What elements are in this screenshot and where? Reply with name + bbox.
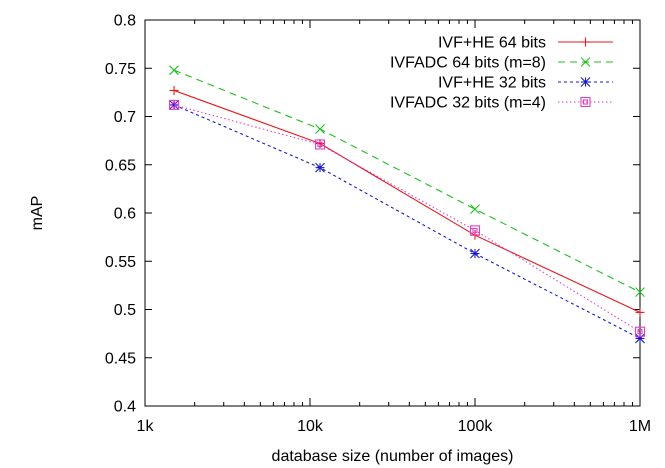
series-1-point — [169, 85, 179, 95]
series-line-2 — [173, 69, 641, 293]
series-3-point — [470, 248, 480, 259]
legend-label: IVFADC 64 bits (m=8) — [390, 55, 546, 72]
series-4-point — [169, 99, 180, 110]
series-4-point — [469, 225, 481, 236]
series-2-point — [169, 65, 179, 76]
y-tick-label: 0.45 — [105, 350, 136, 367]
y-tick-label: 0.6 — [114, 206, 136, 223]
y-tick-label: 0.4 — [114, 399, 136, 416]
x-tick-label: 10k — [297, 418, 324, 435]
series-3-point — [169, 100, 179, 110]
y-axis-label: mAP — [29, 196, 46, 231]
series-2-point — [315, 124, 325, 134]
legend-label: IVF+HE 64 bits — [438, 35, 546, 52]
series-4-point — [634, 326, 646, 337]
y-tick-label: 0.7 — [114, 109, 136, 126]
legend-marker — [580, 77, 591, 87]
y-tick-label: 0.65 — [105, 157, 136, 174]
y-tick-label: 0.75 — [105, 61, 136, 78]
x-tick-label: 100k — [458, 418, 494, 435]
series-1-point — [635, 307, 645, 317]
series-line-4 — [173, 104, 641, 333]
y-tick-label: 0.8 — [114, 13, 136, 30]
x-tick-label: 1k — [137, 418, 155, 435]
y-tick-label: 0.55 — [105, 254, 136, 271]
x-tick-label: 1M — [629, 418, 651, 435]
series-3-point — [635, 333, 645, 344]
series-4-point — [314, 139, 326, 150]
series-2-point — [470, 204, 480, 215]
legend-label: IVF+HE 32 bits — [438, 75, 546, 92]
series-line-1 — [173, 89, 641, 313]
x-axis-label: database size (number of images) — [272, 448, 514, 465]
legend-marker — [580, 96, 591, 108]
legend-label: IVFADC 32 bits (m=4) — [390, 95, 546, 112]
plot-frame — [144, 19, 641, 407]
legend-marker — [581, 37, 590, 47]
series-line-3 — [173, 104, 641, 339]
y-tick-label: 0.5 — [114, 302, 136, 319]
series-3-point — [315, 162, 325, 173]
legend-marker — [580, 57, 591, 67]
series-2-point — [635, 287, 645, 298]
